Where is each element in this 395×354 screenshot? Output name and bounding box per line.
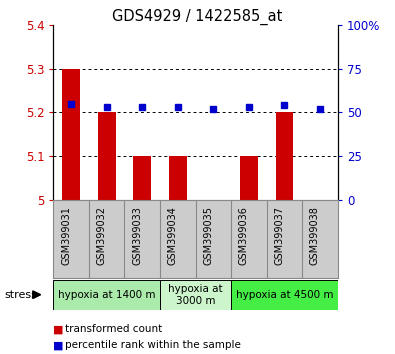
Text: GDS4929 / 1422585_at: GDS4929 / 1422585_at	[112, 9, 283, 25]
Text: ■: ■	[53, 340, 64, 350]
Bar	[160, 280, 231, 310]
Bar	[169, 156, 186, 200]
Bar	[276, 113, 293, 200]
Text: transformed count: transformed count	[65, 324, 162, 334]
Text: GSM399032: GSM399032	[97, 206, 107, 265]
Bar	[62, 69, 80, 200]
Text: ■: ■	[53, 324, 64, 334]
Text: stress: stress	[4, 290, 37, 300]
Bar	[98, 113, 115, 200]
Text: GSM399035: GSM399035	[203, 206, 213, 265]
Text: GSM399036: GSM399036	[239, 206, 249, 265]
Text: GSM399034: GSM399034	[168, 206, 178, 265]
Text: hypoxia at
3000 m: hypoxia at 3000 m	[168, 284, 223, 306]
Bar	[231, 280, 338, 310]
Text: GSM399037: GSM399037	[275, 206, 284, 265]
Text: GSM399033: GSM399033	[132, 206, 142, 265]
Bar	[53, 280, 160, 310]
Polygon shape	[33, 291, 41, 298]
Text: hypoxia at 1400 m: hypoxia at 1400 m	[58, 290, 155, 300]
Text: hypoxia at 4500 m: hypoxia at 4500 m	[236, 290, 333, 300]
Text: GSM399038: GSM399038	[310, 206, 320, 265]
Text: percentile rank within the sample: percentile rank within the sample	[65, 340, 241, 350]
Bar	[134, 156, 151, 200]
Text: GSM399031: GSM399031	[61, 206, 71, 265]
Bar	[240, 156, 258, 200]
